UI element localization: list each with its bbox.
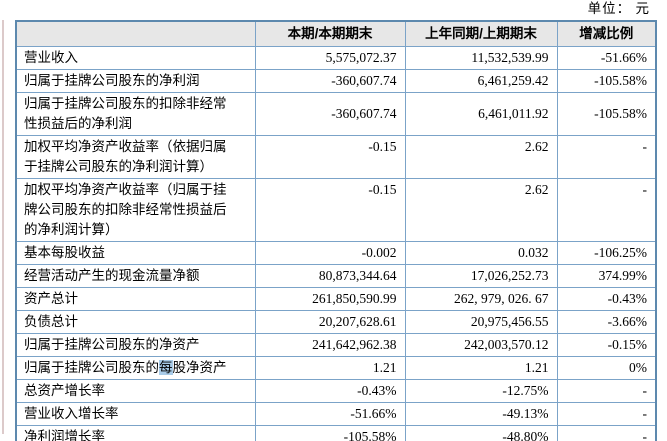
table-body: 营业收入 5,575,072.37 11,532,539.99 -51.66% 归属于挂…: [15, 45, 657, 441]
financial-summary-table: 本期/本期期末 上年同期/上期期末 增减比例 营业收入 5,575,072.37 1…: [15, 20, 657, 441]
prior-value: 0.032: [404, 240, 558, 265]
table-row: 经营活动产生的现金流量净额 80,873,344.64 17,026,252.73 3…: [15, 263, 657, 288]
change-value: -: [556, 424, 657, 441]
change-value: -106.25%: [556, 240, 657, 265]
table-row: 加权平均净资产收益率（归属于挂牌公司股东的扣除非经常性损益后的净利润计算） -0.…: [15, 177, 657, 242]
prior-value: -12.75%: [404, 378, 558, 403]
prior-value: -48.80%: [404, 424, 558, 441]
prior-value: -49.13%: [404, 401, 558, 426]
prior-value: 2.62: [404, 177, 558, 242]
prior-value: 242,003,570.12: [404, 332, 558, 357]
current-value: -0.43%: [254, 378, 406, 403]
table-row: 营业收入增长率 -51.66% -49.13% -: [15, 401, 657, 426]
current-value: -360,607.74: [254, 68, 406, 93]
metric-label: 资产总计: [15, 286, 256, 311]
current-value: 261,850,590.99: [254, 286, 406, 311]
metric-label: 营业收入增长率: [15, 401, 256, 426]
current-value: 80,873,344.64: [254, 263, 406, 288]
page-edge-line: [2, 20, 4, 434]
change-value: -0.15%: [556, 332, 657, 357]
change-value: 374.99%: [556, 263, 657, 288]
current-value: -360,607.74: [254, 91, 406, 136]
change-value: -0.43%: [556, 286, 657, 311]
current-value: 20,207,628.61: [254, 309, 406, 334]
metric-label: 归属于挂牌公司股东的每股净资产: [15, 355, 256, 380]
metric-label: 加权平均净资产收益率（归属于挂牌公司股东的扣除非经常性损益后的净利润计算）: [15, 177, 256, 242]
change-value: -105.58%: [556, 91, 657, 136]
table-row: 净利润增长率 -105.58% -48.80% -: [15, 424, 657, 441]
metric-label: 归属于挂牌公司股东的净利润: [15, 68, 256, 93]
header-metric: [15, 20, 256, 47]
current-value: -0.15: [254, 177, 406, 242]
unit-label: 单位： 元: [587, 1, 650, 16]
table-row: 负债总计 20,207,628.61 20,975,456.55 -3.66%: [15, 309, 657, 334]
table-row: 资产总计 261,850,590.99 262, 979, 026. 67 -0.43…: [15, 286, 657, 311]
metric-label: 营业收入: [15, 45, 256, 70]
metric-label: 经营活动产生的现金流量净额: [15, 263, 256, 288]
header-current-period: 本期/本期期末: [254, 20, 406, 47]
prior-value: 2.62: [404, 134, 558, 179]
current-value: 241,642,962.38: [254, 332, 406, 357]
table-row: 基本每股收益 -0.002 0.032 -106.25%: [15, 240, 657, 265]
current-value: 5,575,072.37: [254, 45, 406, 70]
prior-value: 11,532,539.99: [404, 45, 558, 70]
table-row: 归属于挂牌公司股东的净利润 -360,607.74 6,461,259.42 -105…: [15, 68, 657, 93]
table-row: 总资产增长率 -0.43% -12.75% -: [15, 378, 657, 403]
table-header-row: 本期/本期期末 上年同期/上期期末 增减比例: [15, 20, 657, 47]
metric-label: 基本每股收益: [15, 240, 256, 265]
current-value: -51.66%: [254, 401, 406, 426]
change-value: -51.66%: [556, 45, 657, 70]
metric-label: 净利润增长率: [15, 424, 256, 441]
metric-label: 负债总计: [15, 309, 256, 334]
metric-label: 归属于挂牌公司股东的净资产: [15, 332, 256, 357]
current-value: 1.21: [254, 355, 406, 380]
current-value: -0.15: [254, 134, 406, 179]
table-row: 归属于挂牌公司股东的净资产 241,642,962.38 242,003,570.1…: [15, 332, 657, 357]
table-row: 营业收入 5,575,072.37 11,532,539.99 -51.66%: [15, 45, 657, 70]
prior-value: 20,975,456.55: [404, 309, 558, 334]
header-prior-period: 上年同期/上期期末: [404, 20, 558, 47]
change-value: -: [556, 177, 657, 242]
header-change-ratio: 增减比例: [556, 20, 657, 47]
change-value: -: [556, 134, 657, 179]
change-value: -: [556, 401, 657, 426]
change-value: -105.58%: [556, 68, 657, 93]
table-row: 归属于挂牌公司股东的每股净资产 1.21 1.21 0%: [15, 355, 657, 380]
table-row: 归属于挂牌公司股东的扣除非经常性损益后的净利润 -360,607.74 6,461,…: [15, 91, 657, 136]
prior-value: 262, 979, 026. 67: [404, 286, 558, 311]
prior-value: 6,461,011.92: [404, 91, 558, 136]
metric-label: 总资产增长率: [15, 378, 256, 403]
metric-label: 归属于挂牌公司股东的扣除非经常性损益后的净利润: [15, 91, 256, 136]
change-value: 0%: [556, 355, 657, 380]
highlighted-char: 每: [159, 359, 173, 375]
current-value: -105.58%: [254, 424, 406, 441]
prior-value: 1.21: [404, 355, 558, 380]
metric-label: 加权平均净资产收益率（依据归属于挂牌公司股东的净利润计算）: [15, 134, 256, 179]
change-value: -3.66%: [556, 309, 657, 334]
prior-value: 6,461,259.42: [404, 68, 558, 93]
change-value: -: [556, 378, 657, 403]
prior-value: 17,026,252.73: [404, 263, 558, 288]
table-row: 加权平均净资产收益率（依据归属于挂牌公司股东的净利润计算） -0.15 2.62-: [15, 134, 657, 179]
current-value: -0.002: [254, 240, 406, 265]
